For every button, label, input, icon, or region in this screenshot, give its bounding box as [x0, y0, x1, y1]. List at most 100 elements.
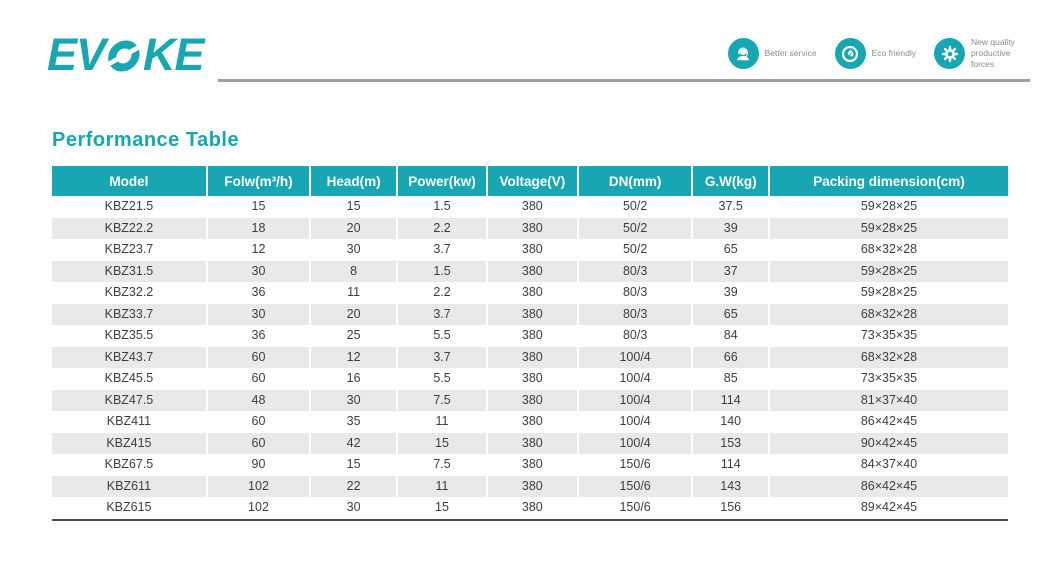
table-row: KBZ67.5 90 15 7.5 380 150/6 114 84×37×40	[52, 454, 1008, 476]
column-header: Voltage(V)	[485, 166, 578, 196]
table-row: KBZ411 60 35 11 380 100/4 140 86×42×45	[52, 411, 1008, 433]
table-cell: 60	[205, 411, 311, 433]
table-cell: 36	[205, 282, 311, 304]
table-cell: 80/3	[576, 325, 693, 347]
table-cell: 12	[309, 346, 398, 368]
table-cell: 25	[309, 325, 398, 347]
table-cell: 100/4	[576, 411, 693, 433]
table-cell: 156	[691, 497, 769, 521]
logo-text-left: EV	[47, 29, 106, 80]
badge-new-quality: New quality productive forces	[934, 37, 1035, 70]
table-row: KBZ43.7 60 12 3.7 380 100/4 66 68×32×28	[52, 346, 1008, 368]
table-cell: 20	[309, 303, 398, 325]
table-cell: KBZ22.2	[104, 220, 154, 235]
page-title: Performance Table	[52, 129, 240, 151]
table-cell: 380	[485, 368, 578, 390]
table-cell: 60	[205, 368, 311, 390]
table-cell: 30	[205, 260, 311, 282]
table-cell: 3.7	[396, 239, 487, 261]
table-cell: 86×42×45	[767, 475, 1008, 497]
table-cell: 59×28×25	[767, 282, 1008, 304]
table-cell: KBZ35.5	[104, 328, 154, 342]
table-cell: 50/2	[576, 196, 693, 218]
table-cell: 66	[691, 346, 769, 368]
table-cell: 30	[205, 303, 311, 325]
table-cell: KBZ21.5	[104, 199, 154, 213]
table-cell: 89×42×45	[767, 497, 1008, 521]
table-cell: 2.2	[396, 217, 487, 239]
badge-eco-friendly: Eco friendly	[834, 38, 916, 70]
table-cell: 380	[485, 432, 578, 454]
table-cell: 100/4	[576, 432, 693, 454]
table-cell: 380	[485, 260, 578, 282]
table-cell: 150/6	[576, 454, 693, 476]
table-cell: 60	[205, 346, 311, 368]
table-cell: 140	[691, 411, 769, 433]
table-cell: 65	[691, 239, 769, 261]
table-cell: 48	[205, 389, 311, 411]
table-cell: 11	[396, 411, 487, 433]
table-cell: 114	[691, 454, 769, 476]
table-cell: 15	[205, 196, 311, 218]
table-cell: 380	[485, 389, 578, 411]
table-cell: 12	[205, 239, 311, 261]
table-cell: 380	[485, 325, 578, 347]
headset-icon	[727, 38, 759, 70]
leaf-icon	[834, 38, 866, 70]
table-cell: 380	[485, 282, 578, 304]
table-cell: 80/3	[576, 282, 693, 304]
table-cell: 39	[691, 217, 769, 239]
table-row: KBZ45.5 60 16 5.5 380 100/4 85 73×35×35	[52, 368, 1008, 390]
table-cell: KBZ611	[106, 478, 152, 493]
table-cell: 73×35×35	[767, 368, 1008, 390]
table-cell: 153	[691, 432, 769, 454]
table-cell: KBZ33.7	[104, 306, 154, 321]
table-row: KBZ35.5 36 25 5.5 380 80/3 84 73×35×35	[52, 325, 1008, 347]
table-cell: 30	[309, 389, 398, 411]
table-cell: 380	[485, 475, 578, 497]
table-cell: 86×42×45	[767, 411, 1008, 433]
table-cell: 380	[485, 196, 578, 218]
table-row: KBZ32.2 36 11 2.2 380 80/3 39 59×28×25	[52, 282, 1008, 304]
table-cell: 102	[205, 475, 311, 497]
table-cell: 68×32×28	[767, 346, 1008, 368]
table-cell: 68×32×28	[767, 239, 1008, 261]
table-cell: KBZ45.5	[104, 371, 154, 385]
table-cell: 30	[309, 239, 398, 261]
table-cell: 1.5	[396, 260, 487, 282]
table-cell: KBZ615	[52, 497, 207, 521]
table-cell: 7.5	[396, 454, 487, 476]
brand-logo: EV KE	[47, 29, 205, 80]
table-cell: 150/6	[576, 475, 693, 497]
table-cell: 20	[309, 217, 398, 239]
table-row: KBZ23.7 12 30 3.7 380 50/2 65 68×32×28	[52, 239, 1008, 261]
table-cell: 90×42×45	[767, 432, 1008, 454]
table-cell: KBZ47.5	[104, 392, 154, 407]
table-row: KBZ611 102 22 11 380 150/6 143 86×42×45	[52, 475, 1008, 497]
table-cell: 90	[205, 454, 311, 476]
table-cell: 22	[309, 475, 398, 497]
column-header: Power(kw)	[396, 166, 487, 196]
badge-label: Better service	[764, 48, 817, 59]
performance-table: Model Folw(m³/h) Head(m) Power(kw) Voltage(V…	[52, 166, 1008, 521]
table-row: KBZ22.2 18 20 2.2 380 50/2 39 59×28×25	[52, 217, 1008, 239]
logo-swirl-o-icon	[103, 35, 145, 75]
table-cell: 5.5	[396, 368, 487, 390]
table-cell: 68×32×28	[767, 303, 1008, 325]
table-cell: 380	[485, 454, 578, 476]
table-cell: 102	[205, 497, 311, 521]
table-cell: 3.7	[396, 346, 487, 368]
table-cell: 42	[309, 432, 398, 454]
table-cell: 15	[309, 196, 398, 218]
table-cell: 18	[205, 217, 311, 239]
table-cell: 35	[309, 411, 398, 433]
table-cell: KBZ32.2	[104, 285, 154, 299]
table-cell: 59×28×25	[767, 217, 1008, 239]
table-cell: 380	[485, 239, 578, 261]
table-row: KBZ415 60 42 15 380 100/4 153 90×42×45	[52, 432, 1008, 454]
table-row: KBZ31.5 30 8 1.5 380 80/3 37 59×28×25	[52, 260, 1008, 282]
table-cell: 80/3	[576, 260, 693, 282]
table-cell: 1.5	[396, 196, 487, 218]
table-cell: 65	[691, 303, 769, 325]
